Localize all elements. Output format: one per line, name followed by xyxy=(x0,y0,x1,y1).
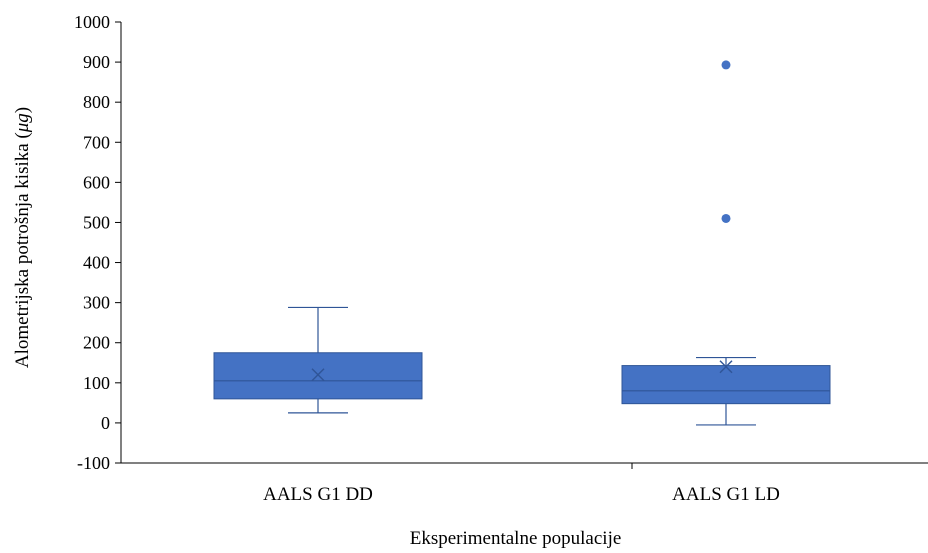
x-axis-title: Eksperimentalne populacije xyxy=(410,528,622,549)
x-axis-categories: AALS G1 DD AALS G1 LD xyxy=(263,463,780,505)
y-tick-label: 0 xyxy=(101,413,110,433)
y-axis-title-main: Alometrijska potrošnja kisika ( xyxy=(12,132,33,368)
x-category-label: AALS G1 LD xyxy=(672,484,780,505)
y-tick-label: 400 xyxy=(83,253,110,273)
x-category-label: AALS G1 DD xyxy=(263,484,373,505)
box-iqr xyxy=(213,352,423,400)
y-axis-title: Alometrijska potrošnja kisika (μg) xyxy=(12,107,33,368)
mean-marker xyxy=(311,368,325,382)
y-tick-label: 500 xyxy=(83,212,110,232)
y-tick-label: 100 xyxy=(83,373,110,393)
y-tick-label: 700 xyxy=(83,132,110,152)
y-axis-ticks: -100 0 100 200 300 400 500 600 700 800 900 1000 xyxy=(74,12,121,473)
mean-marker xyxy=(719,360,733,374)
box-iqr xyxy=(621,365,831,405)
y-tick-label: 900 xyxy=(83,52,110,72)
y-tick-label: 800 xyxy=(83,92,110,112)
y-tick-label: 1000 xyxy=(74,12,110,32)
y-tick-label: 300 xyxy=(83,293,110,313)
box-series xyxy=(213,60,831,426)
outlier-point xyxy=(721,60,731,70)
outlier-point xyxy=(721,213,731,223)
y-tick-label: 200 xyxy=(83,333,110,353)
box-1 xyxy=(213,306,423,414)
y-axis-title-close: ) xyxy=(12,107,33,113)
y-axis-title-unit: μg xyxy=(12,113,33,133)
box-2 xyxy=(621,60,831,426)
y-tick-label: 600 xyxy=(83,172,110,192)
y-tick-label: -100 xyxy=(77,453,110,473)
